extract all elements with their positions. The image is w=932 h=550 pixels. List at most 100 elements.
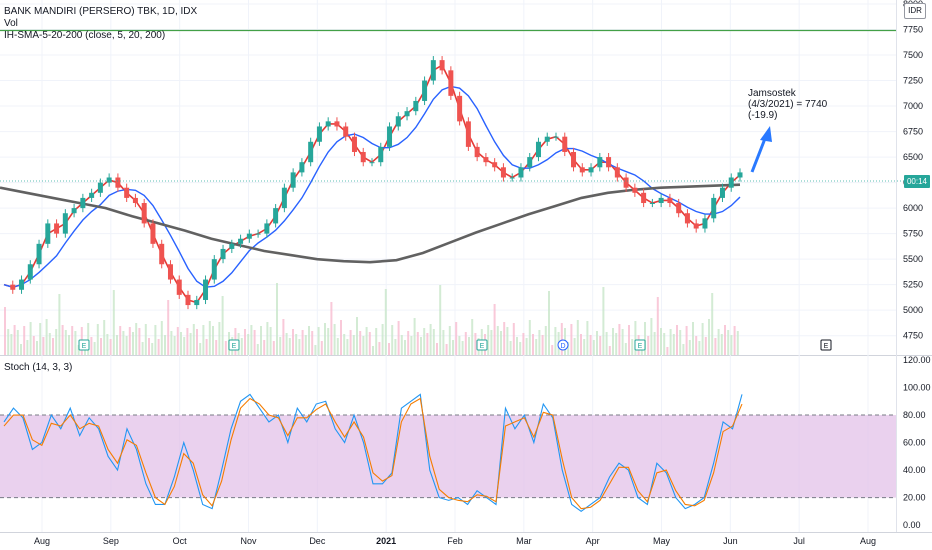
candle-body xyxy=(299,162,305,173)
candle-body xyxy=(404,111,410,117)
volume-bar xyxy=(512,323,515,355)
volume-bar xyxy=(544,326,547,355)
price-tick-label: 4750 xyxy=(903,331,923,341)
volume-bar xyxy=(644,322,646,355)
volume-bar xyxy=(250,325,253,355)
candle-body xyxy=(535,141,541,158)
volume-bar xyxy=(87,323,90,355)
candle-body xyxy=(229,243,235,249)
volume-bar xyxy=(452,340,454,355)
candle-body xyxy=(649,203,655,205)
time-tick-label: Mar xyxy=(516,536,532,546)
stoch-k-line xyxy=(3,393,743,513)
volume-bar xyxy=(724,325,726,355)
candle-body xyxy=(159,243,165,265)
candle-body xyxy=(334,121,340,127)
volume-bar xyxy=(701,323,704,355)
volume-bar xyxy=(384,289,387,355)
volume-bar xyxy=(320,341,323,355)
candle-body xyxy=(308,141,314,163)
candle-body xyxy=(115,177,121,188)
candle-body xyxy=(273,208,279,224)
volume-bar xyxy=(151,343,154,355)
volume-bar xyxy=(71,326,74,355)
volume-bar xyxy=(205,339,208,355)
volume-bar xyxy=(48,333,51,355)
marker-shape xyxy=(476,339,488,351)
candle-body xyxy=(571,151,577,168)
volume-bar xyxy=(397,321,400,355)
volume-bar xyxy=(711,293,714,355)
stoch-band xyxy=(0,415,896,498)
candle-body xyxy=(211,259,217,280)
candle-body xyxy=(387,126,393,147)
volume-bar xyxy=(432,329,435,355)
volume-bar xyxy=(592,340,595,355)
volume-bar xyxy=(519,342,522,355)
candle-body xyxy=(658,197,664,204)
volume-bar xyxy=(714,338,717,355)
candle-body xyxy=(80,197,86,209)
volume-bar xyxy=(663,333,666,355)
marker-letter: E xyxy=(638,343,643,350)
volume-bar xyxy=(224,341,227,355)
volume-bar xyxy=(509,341,512,355)
currency-badge[interactable]: IDR xyxy=(904,3,926,19)
volume-bar xyxy=(327,328,330,355)
candle-body xyxy=(737,172,743,178)
candle-body xyxy=(378,146,384,163)
volume-bar xyxy=(736,331,739,355)
time-tick-label: Dec xyxy=(309,536,326,546)
candle-body xyxy=(509,177,515,179)
price-tick-label: 6750 xyxy=(903,127,923,137)
volume-bar xyxy=(628,325,630,355)
time-tick-label: Feb xyxy=(447,536,463,546)
volume-bar xyxy=(176,327,179,355)
volume-bar xyxy=(733,326,736,355)
volume-bar xyxy=(45,319,48,355)
volume-bar xyxy=(64,330,67,355)
volume-bar xyxy=(106,334,109,355)
volume-bar xyxy=(567,342,570,355)
candle-body xyxy=(264,223,270,234)
marker-letter: E xyxy=(480,343,485,350)
candle-body xyxy=(62,213,68,234)
volume-bar xyxy=(215,340,218,355)
marker-letter: E xyxy=(232,343,237,350)
price-tick-label: 5500 xyxy=(903,254,923,264)
sma20-line xyxy=(3,85,741,288)
stoch-tick-label: 60.00 xyxy=(903,438,926,448)
volume-bar xyxy=(580,334,582,355)
forecast-arrow xyxy=(750,135,768,173)
candle-body xyxy=(439,60,445,71)
volume-bar xyxy=(656,297,659,355)
volume-bar xyxy=(391,325,394,355)
volume-bar xyxy=(442,330,445,355)
candle-body xyxy=(579,167,585,173)
volume-bar xyxy=(551,345,554,355)
candle-body xyxy=(255,233,261,235)
candle-body xyxy=(711,197,717,219)
volume-bar xyxy=(468,337,470,355)
volume-bar xyxy=(272,341,275,355)
time-tick-label: Nov xyxy=(240,536,257,546)
volume-bar xyxy=(52,338,54,355)
sma200-line xyxy=(0,183,741,264)
volume-bar xyxy=(420,337,422,355)
volume-bar xyxy=(378,342,381,355)
volume-bar xyxy=(359,331,362,355)
volume-bar xyxy=(461,341,464,355)
candle-body xyxy=(597,157,603,168)
candle-body xyxy=(185,294,191,306)
volume-bar xyxy=(141,342,144,355)
volume-bar xyxy=(589,335,592,355)
volume-bar xyxy=(298,339,301,355)
volume-bar xyxy=(340,320,342,355)
sma-indicator-label[interactable]: IH-SMA-5-20-200 (close, 5, 20, 200) xyxy=(4,30,166,41)
marker-shape xyxy=(820,339,832,351)
volume-bar xyxy=(192,324,195,355)
candle-body xyxy=(518,167,524,178)
volume-label: Vol xyxy=(4,18,18,29)
volume-bar xyxy=(170,331,173,355)
stoch-indicator-label[interactable]: Stoch (14, 3, 3) xyxy=(4,362,73,373)
